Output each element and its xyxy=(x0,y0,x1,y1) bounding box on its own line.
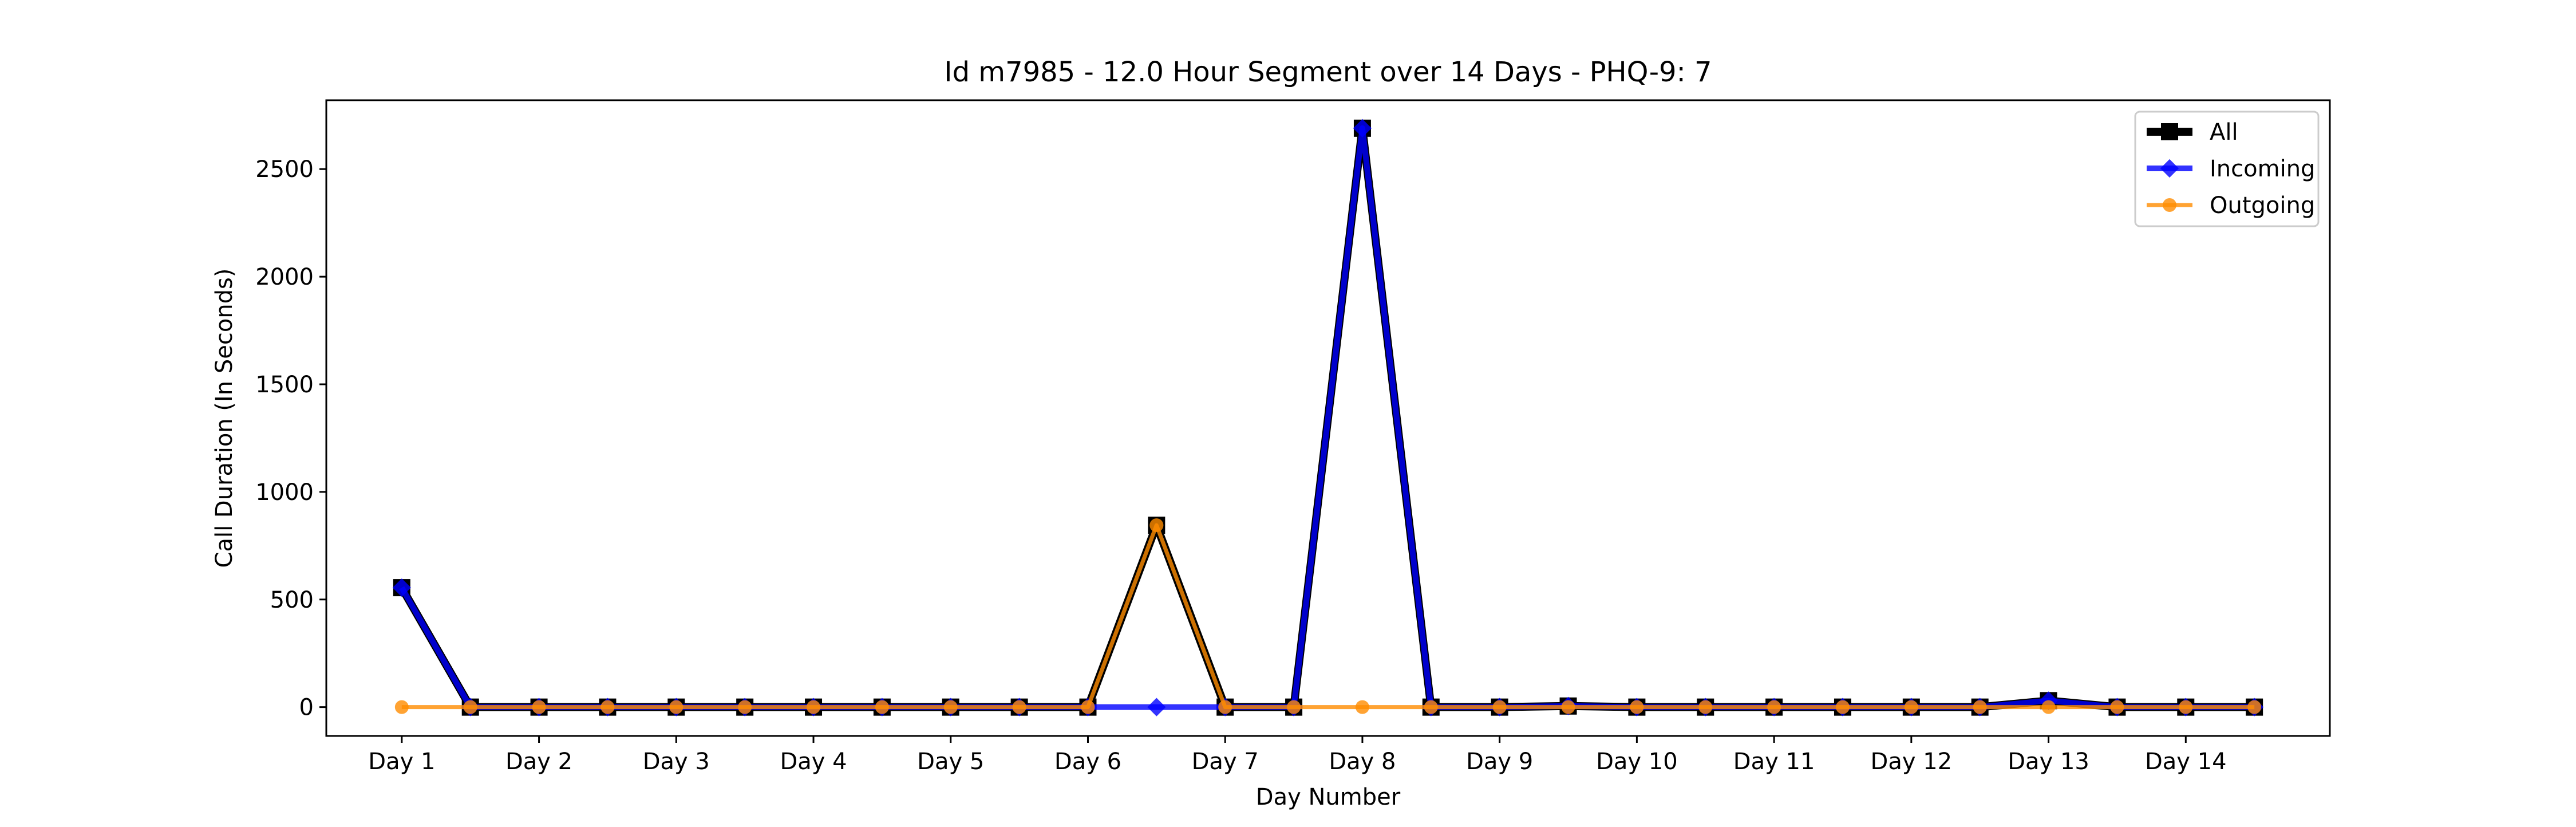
legend-item-outgoing: Outgoing xyxy=(2147,192,2315,219)
data-point-incoming xyxy=(392,578,411,597)
data-point-outgoing xyxy=(807,700,821,714)
data-point-outgoing xyxy=(1287,700,1301,714)
data-point-outgoing xyxy=(1355,700,1369,714)
data-point-outgoing xyxy=(1561,700,1575,714)
x-tick-label: Day 7 xyxy=(1192,749,1259,775)
y-tick-label: 1500 xyxy=(255,372,314,398)
data-point-outgoing xyxy=(1492,700,1507,714)
y-tick-label: 2500 xyxy=(255,156,314,183)
y-tick-label: 500 xyxy=(270,587,314,613)
data-point-outgoing xyxy=(669,700,683,714)
x-tick-label: Day 13 xyxy=(2008,749,2089,775)
x-axis-label: Day Number xyxy=(1256,784,1401,810)
chart-title: Id m7985 - 12.0 Hour Segment over 14 Day… xyxy=(944,56,1712,88)
legend-frame xyxy=(2134,111,2320,227)
legend-marker-all xyxy=(2161,123,2178,140)
series-line-incoming xyxy=(399,125,2255,710)
x-tick-label: Day 14 xyxy=(2145,749,2227,775)
data-point-outgoing xyxy=(1904,700,1918,714)
legend-item-all: All xyxy=(2147,119,2238,145)
legend-marker-incoming xyxy=(2160,159,2179,178)
data-point-outgoing xyxy=(738,700,752,714)
data-point-outgoing xyxy=(1012,700,1026,714)
data-point-outgoing xyxy=(1081,700,1095,714)
legend: All Incoming Outgoing xyxy=(2134,111,2320,227)
series-outgoing xyxy=(394,518,2262,714)
data-point-outgoing xyxy=(1218,700,1232,714)
data-point-outgoing xyxy=(1149,518,1164,533)
data-point-incoming xyxy=(1147,698,1166,716)
data-point-outgoing xyxy=(394,700,409,714)
x-tick-label: Day 12 xyxy=(1871,749,1953,775)
data-point-outgoing xyxy=(1630,700,1644,714)
x-tick-label: Day 3 xyxy=(643,749,710,775)
data-point-outgoing xyxy=(532,700,546,714)
legend-marker-outgoing xyxy=(2163,198,2176,212)
data-point-outgoing xyxy=(1767,700,1781,714)
legend-label-outgoing: Outgoing xyxy=(2210,192,2315,219)
axes: Day 1 Day 2 Day 3 Day 4 Day 5 Day 6 Day 7 Day 8… xyxy=(255,99,2331,775)
x-tick-label: Day 9 xyxy=(1466,749,1533,775)
x-tick-label: Day 5 xyxy=(917,749,984,775)
series-layer xyxy=(392,119,2264,716)
legend-item-incoming: Incoming xyxy=(2147,156,2315,182)
x-tick-label: Day 11 xyxy=(1733,749,1815,775)
x-tick-label: Day 1 xyxy=(368,749,435,775)
data-point-outgoing xyxy=(2110,700,2124,714)
x-tick-label: Day 10 xyxy=(1596,749,1678,775)
legend-label-incoming: Incoming xyxy=(2210,156,2315,182)
y-tick-label: 2000 xyxy=(255,264,314,290)
data-point-outgoing xyxy=(2247,700,2262,714)
x-tick-label: Day 4 xyxy=(780,749,847,775)
data-point-outgoing xyxy=(1973,700,1987,714)
data-point-outgoing xyxy=(1698,700,1713,714)
y-tick-label: 1000 xyxy=(255,479,314,506)
data-point-outgoing xyxy=(875,700,889,714)
legend-label-all: All xyxy=(2210,119,2238,145)
data-point-outgoing xyxy=(2179,700,2193,714)
plot-frame xyxy=(325,99,2331,737)
data-point-incoming xyxy=(1353,119,1372,137)
data-point-outgoing xyxy=(463,700,477,714)
data-point-outgoing xyxy=(600,700,615,714)
data-point-outgoing xyxy=(943,700,958,714)
data-point-outgoing xyxy=(1424,700,1438,714)
y-axis-label: Call Duration (In Seconds) xyxy=(211,269,238,568)
x-tick-label: Day 8 xyxy=(1329,749,1396,775)
data-point-outgoing xyxy=(1835,700,1850,714)
series-line-outgoing xyxy=(401,523,2255,710)
series-incoming xyxy=(392,119,2264,716)
y-tick-label: 0 xyxy=(299,695,314,721)
x-tick-label: Day 6 xyxy=(1054,749,1121,775)
x-tick-label: Day 2 xyxy=(505,749,572,775)
data-point-outgoing xyxy=(2041,700,2056,714)
